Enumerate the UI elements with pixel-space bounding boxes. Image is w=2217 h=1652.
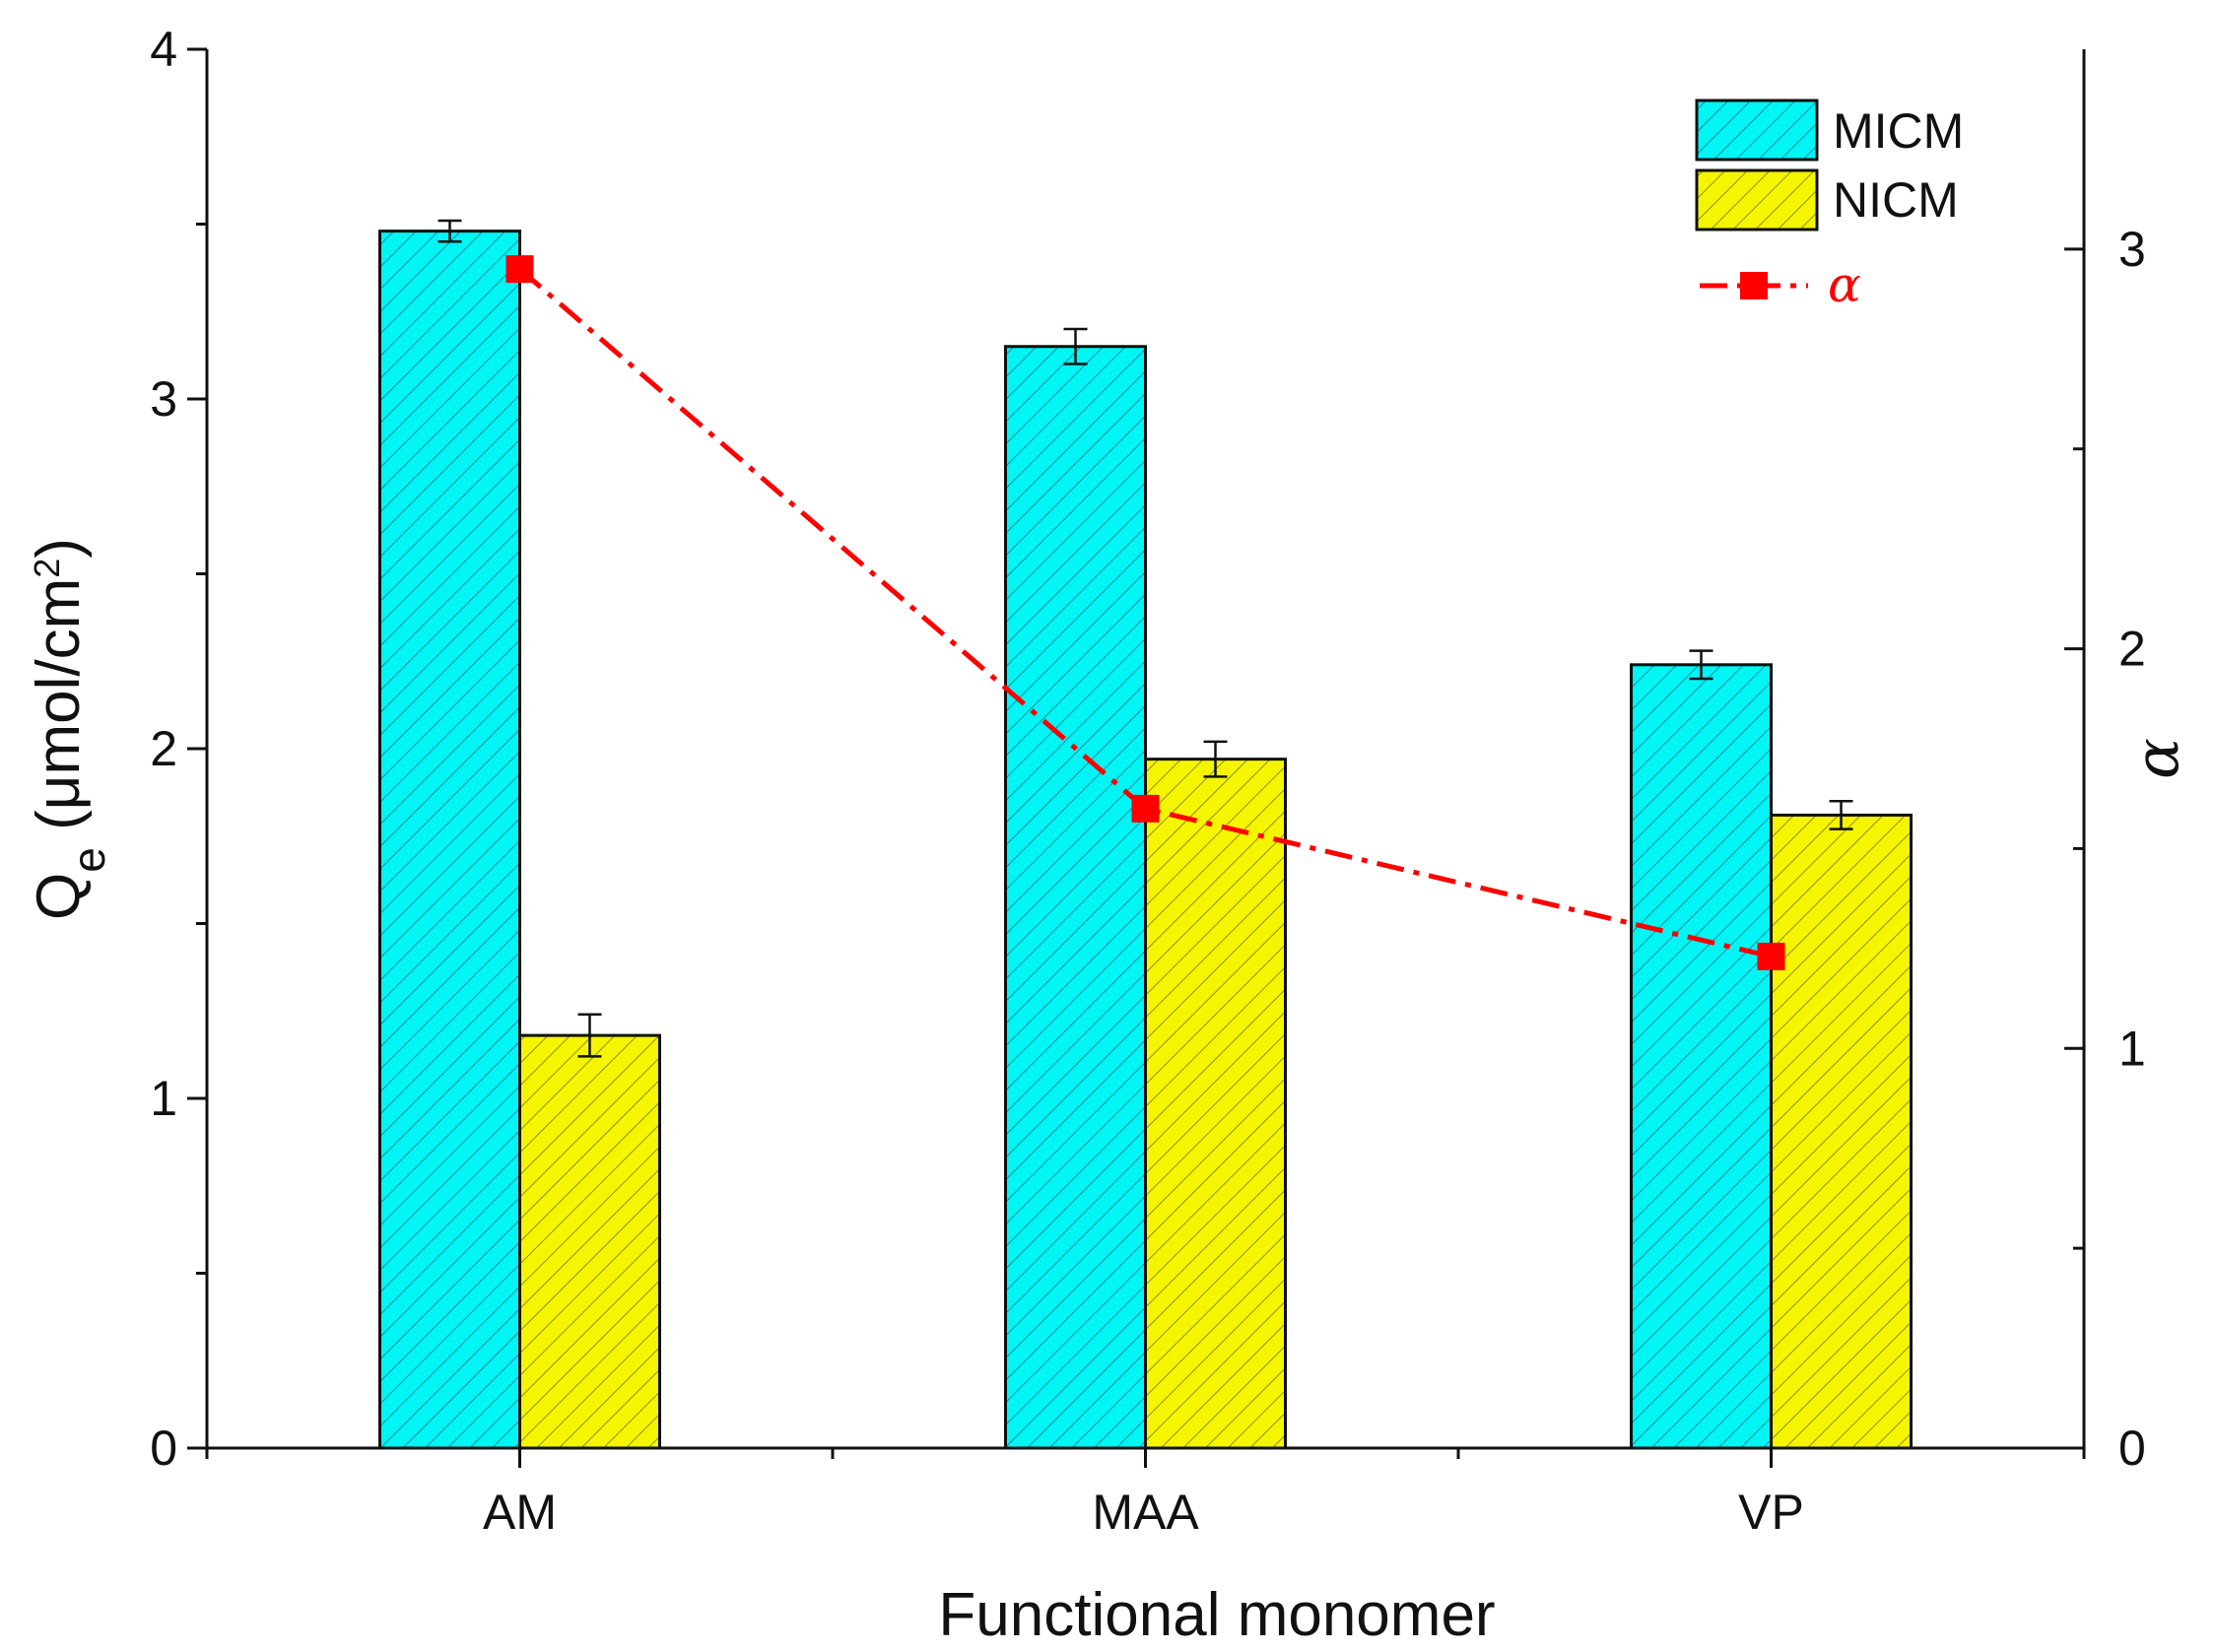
- legend-label-nicm: NICM: [1833, 172, 1959, 228]
- alpha-point-vp: [1757, 942, 1785, 970]
- legend-marker-alpha: [1740, 272, 1768, 299]
- x-axis-title: Functional monomer: [938, 1581, 1495, 1649]
- y-tick-label: 0: [150, 1421, 177, 1476]
- legend: MICM NICM α: [1695, 99, 1964, 313]
- x-tick-label-maa: MAA: [1092, 1485, 1199, 1540]
- y2-tick-label: 0: [2118, 1421, 2146, 1476]
- y-tick-label: 2: [150, 721, 177, 776]
- legend-label-micm: MICM: [1833, 103, 1964, 159]
- bar-micm-am: [378, 230, 521, 1450]
- bars-group: [378, 230, 1913, 1450]
- y-tick-label: 3: [150, 371, 177, 427]
- y2-tick-label: 3: [2118, 222, 2146, 277]
- legend-swatch-micm: [1695, 99, 1819, 162]
- x-tick-label-am: AM: [483, 1485, 557, 1540]
- alpha-line-group: [505, 255, 1785, 970]
- alpha-point-maa: [1131, 794, 1160, 823]
- alpha-series-line: [517, 267, 1773, 959]
- y-axis-title: Qe (μmol/cm2): [25, 538, 114, 920]
- bar-nicm-am: [518, 1033, 661, 1450]
- bar-micm-maa: [1004, 345, 1147, 1450]
- y-tick-label: 1: [150, 1071, 177, 1126]
- legend-swatch-nicm: [1695, 168, 1819, 231]
- y-axis-title-sup: 2: [27, 559, 67, 578]
- y2-tick-label: 1: [2118, 1021, 2146, 1076]
- legend-label-alpha: α: [1828, 256, 1861, 313]
- bar-nicm-vp: [1770, 813, 1913, 1450]
- y-tick-label: 4: [150, 22, 177, 77]
- bar-micm-vp: [1630, 663, 1773, 1450]
- y2-tick-label: 2: [2118, 622, 2146, 677]
- bar-nicm-maa: [1144, 758, 1287, 1450]
- y2-axis-title: α: [2120, 738, 2192, 779]
- y-axis-title-sub: e: [63, 847, 114, 873]
- x-tick-label-vp: VP: [1738, 1485, 1804, 1540]
- alpha-point-am: [505, 255, 534, 284]
- error-bars-group: [437, 219, 1853, 1058]
- axes-group: 0 1 2 3 4 0 1 2 3 AM MAA VP: [150, 22, 2146, 1540]
